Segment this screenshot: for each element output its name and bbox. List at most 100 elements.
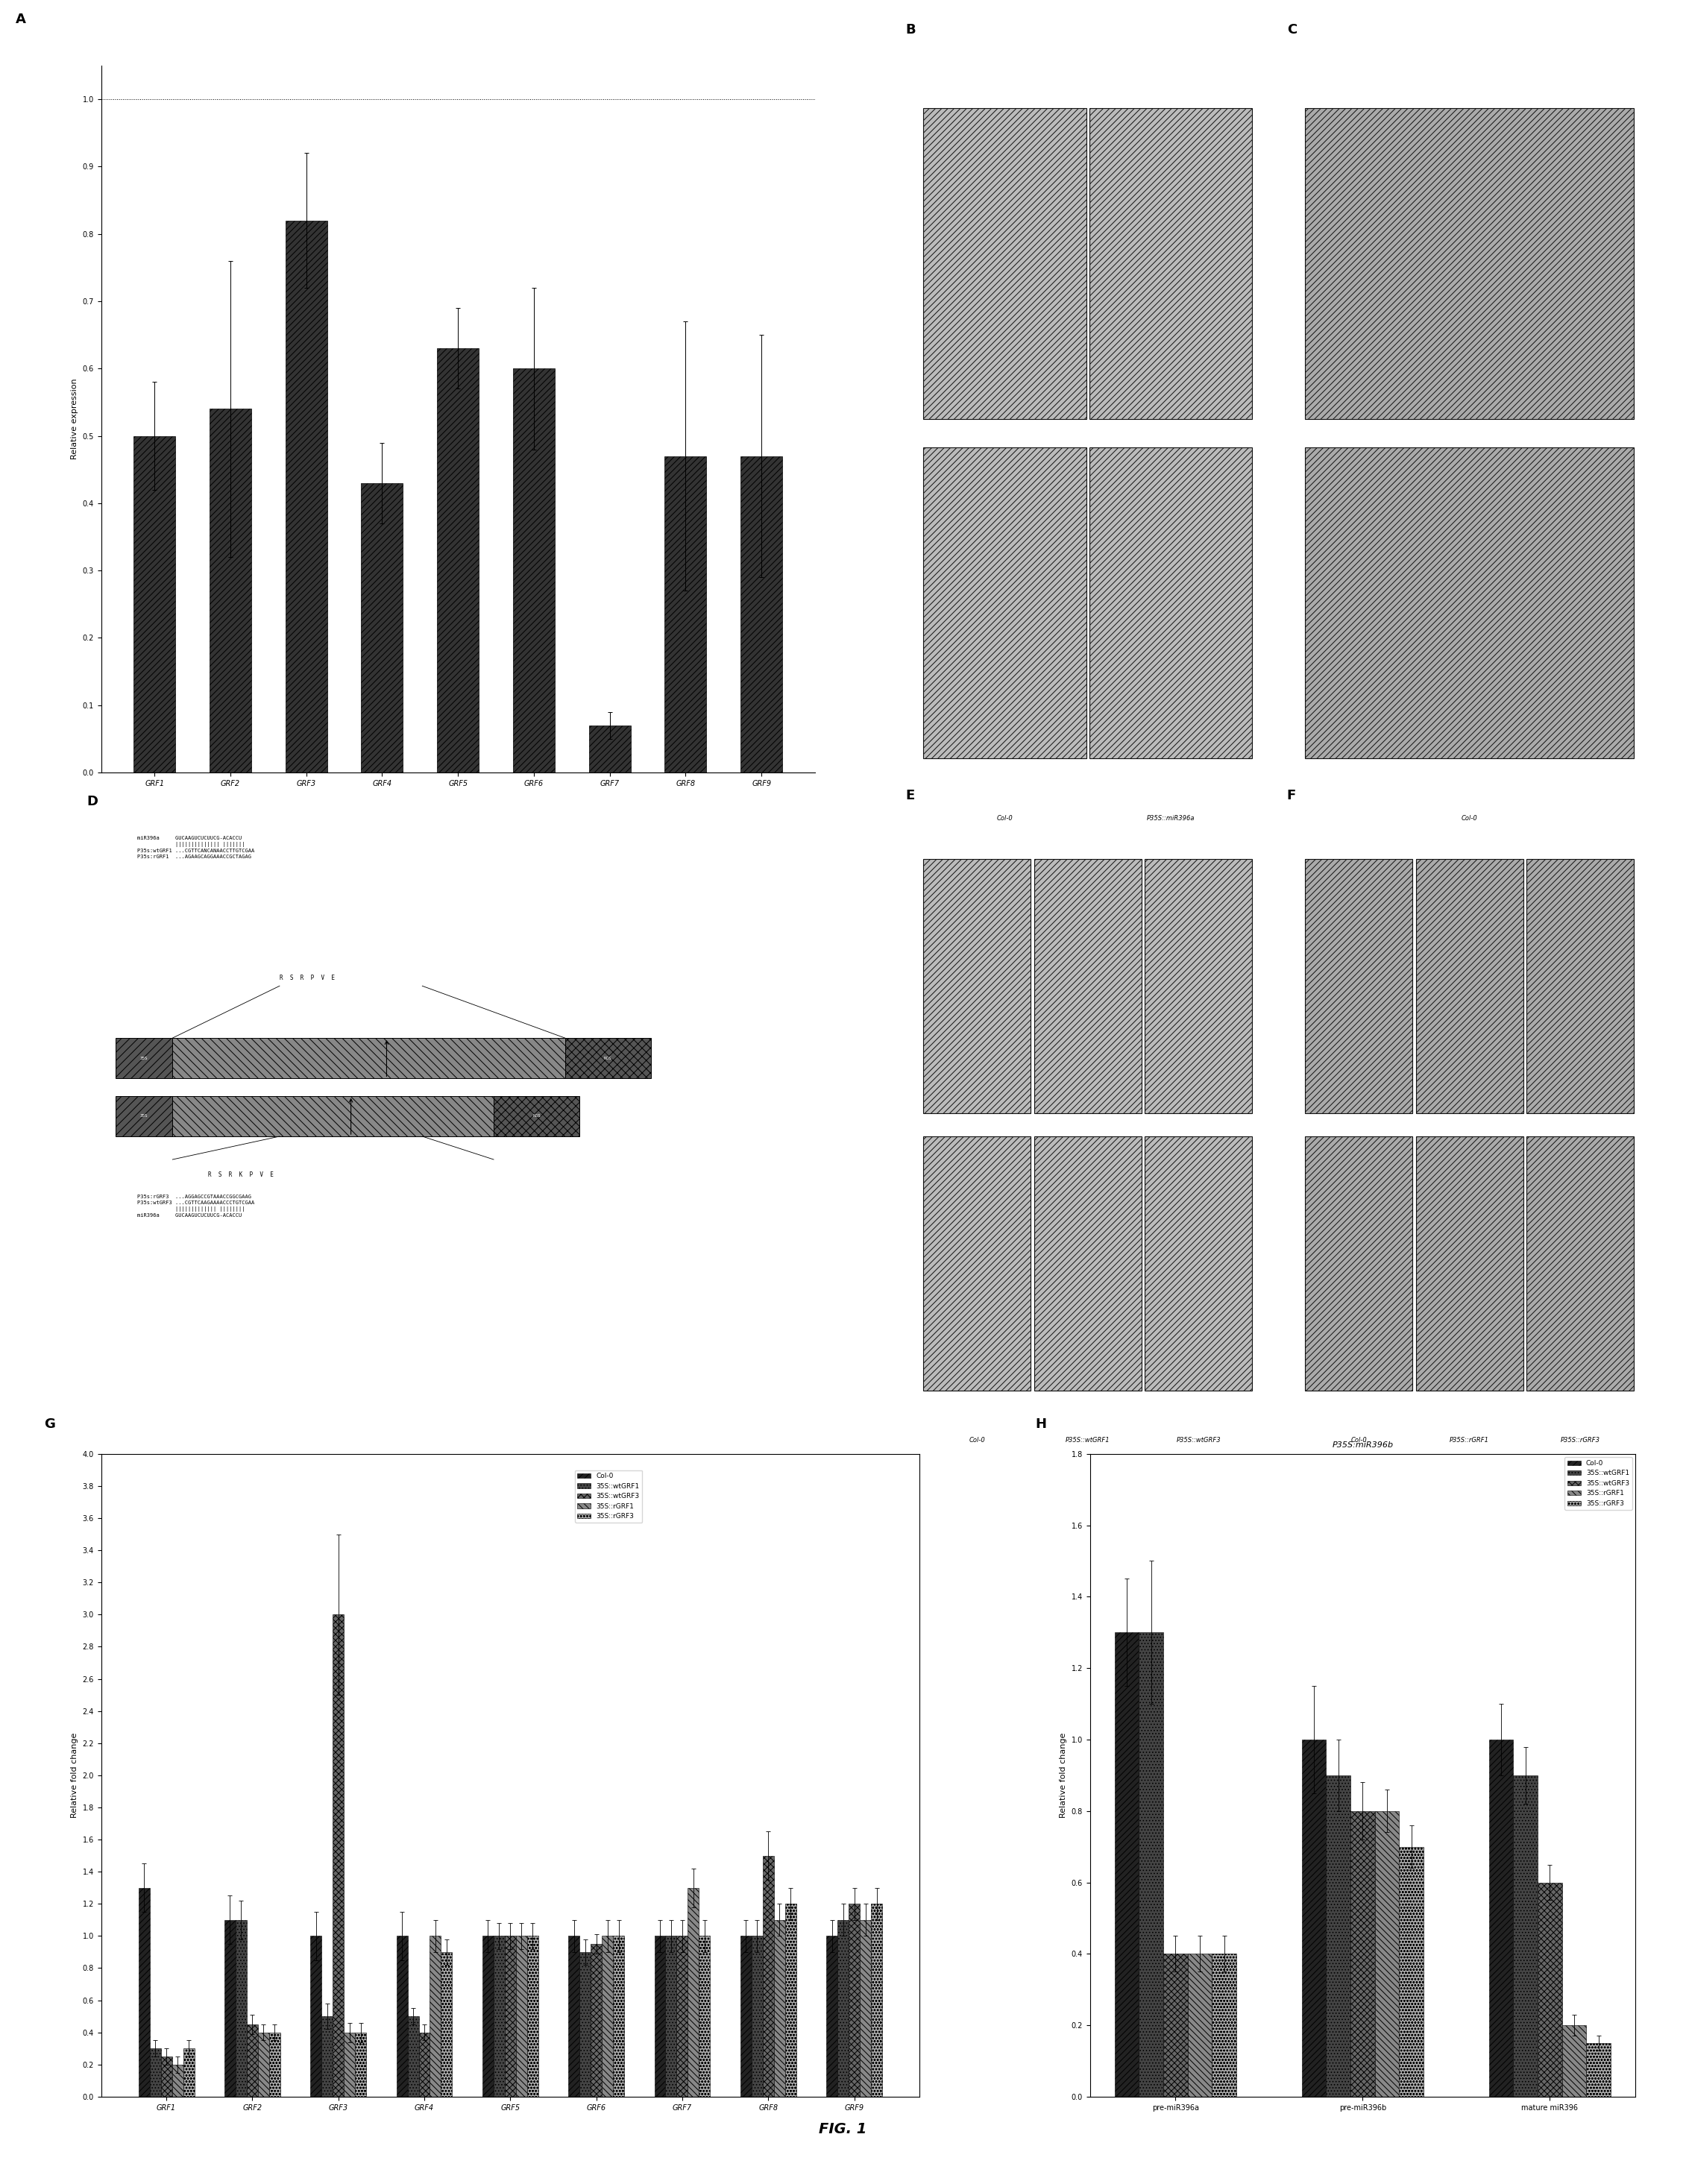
Bar (676, 1935, 688, 2097)
Bar (924, 107, 1086, 419)
Text: C: C (1286, 24, 1297, 37)
Bar (172, 2064, 184, 2097)
Y-axis label: Relative fold change: Relative fold change (71, 1732, 78, 1817)
Bar (614, 1935, 624, 2097)
Bar (1526, 1136, 1634, 1391)
Bar (236, 1920, 246, 2097)
Title: P35S:miR396b: P35S:miR396b (1332, 1441, 1393, 1450)
Bar (1305, 448, 1634, 758)
Bar (1163, 1955, 1187, 2097)
Bar (1305, 858, 1413, 1114)
Bar (418, 2033, 430, 2097)
Bar (752, 1935, 762, 2097)
Text: P35S::wtGRF3: P35S::wtGRF3 (1177, 1437, 1221, 1444)
Bar (848, 1904, 860, 2097)
Bar (664, 456, 706, 773)
Y-axis label: Relative expression: Relative expression (71, 378, 78, 459)
Bar (437, 347, 479, 773)
Text: R  S  R  P  V  E: R S R P V E (280, 974, 336, 981)
Text: P35S::miR396a: P35S::miR396a (1146, 815, 1195, 821)
Text: NOS: NOS (604, 1057, 612, 1059)
Bar (1305, 1136, 1413, 1391)
Y-axis label: Relative fold change: Relative fold change (1059, 1732, 1067, 1817)
Text: P35s:rGRF3  ...AGGAGCCGTAAACCGGCGAAG
P35s:wtGRF3 ...CGTTCAAGAAAACCCTGTCGAA
     : P35s:rGRF3 ...AGGAGCCGTAAACCGGCGAAG P35s… (137, 1195, 255, 1216)
Bar (442, 1952, 452, 2097)
Bar (872, 1904, 882, 2097)
Text: Col-0: Col-0 (1350, 1437, 1367, 1444)
Text: NOS: NOS (533, 1114, 541, 1118)
Bar (322, 2016, 332, 2097)
Bar (224, 1920, 236, 2097)
Text: Col-0: Col-0 (1462, 815, 1477, 821)
Bar (513, 369, 555, 773)
Bar (688, 1887, 700, 2097)
Text: P35S::rGRF3: P35S::rGRF3 (1560, 1437, 1600, 1444)
Text: FIG. 1: FIG. 1 (819, 2123, 867, 2136)
Bar (361, 483, 403, 773)
Text: P35S::wtGRF1: P35S::wtGRF1 (1066, 1437, 1109, 1444)
Bar (356, 2033, 366, 2097)
Bar (1140, 1631, 1163, 2097)
Bar (516, 1935, 528, 2097)
Bar (1350, 1811, 1374, 2097)
Bar (602, 1935, 614, 2097)
Bar (590, 1944, 602, 2097)
Bar (588, 725, 631, 773)
Bar (1374, 1811, 1399, 2097)
Bar (740, 1935, 752, 2097)
Bar (1526, 858, 1634, 1114)
Bar (1212, 1955, 1236, 2097)
Bar (924, 858, 1030, 1114)
Bar (482, 1935, 494, 2097)
Bar (1089, 448, 1253, 758)
Text: G: G (44, 1417, 56, 1431)
Bar (654, 1935, 666, 2097)
Bar (160, 2057, 172, 2097)
Bar (504, 1935, 516, 2097)
Bar (1302, 1738, 1327, 2097)
Bar (1416, 1136, 1522, 1391)
Bar (1399, 1848, 1423, 2097)
Bar (860, 1920, 872, 2097)
Bar (1145, 1136, 1253, 1391)
Bar (258, 2033, 270, 2097)
Bar (494, 1096, 580, 1136)
Bar (133, 437, 175, 773)
Bar (924, 448, 1086, 758)
Bar (115, 1096, 172, 1136)
Bar (310, 1935, 322, 2097)
Bar (1187, 1955, 1212, 2097)
Bar (1538, 1883, 1561, 2097)
Bar (1514, 1776, 1538, 2097)
Text: Col-0: Col-0 (969, 1437, 985, 1444)
Bar (396, 1935, 408, 2097)
Bar (774, 1920, 786, 2097)
Bar (344, 2033, 356, 2097)
Text: R  S  R  K  P  V  E: R S R K P V E (207, 1171, 273, 1177)
Bar (1145, 858, 1253, 1114)
Bar (1587, 2042, 1610, 2097)
Text: Col-0: Col-0 (996, 815, 1013, 821)
Text: 35S: 35S (140, 1114, 148, 1118)
Legend: Col-0, 35S::wtGRF1, 35S::wtGRF3, 35S::rGRF1, 35S::rGRF3: Col-0, 35S::wtGRF1, 35S::wtGRF3, 35S::rG… (1565, 1457, 1632, 1509)
Bar (528, 1935, 538, 2097)
Text: A: A (15, 13, 25, 26)
Text: F: F (1286, 788, 1297, 804)
Text: 35S: 35S (140, 1057, 148, 1059)
Bar (494, 1935, 504, 2097)
Bar (332, 1614, 344, 2097)
Bar (246, 2025, 258, 2097)
Bar (138, 1887, 150, 2097)
Bar (1561, 2025, 1587, 2097)
Bar (666, 1935, 676, 2097)
Text: D: D (88, 795, 98, 808)
Bar (1034, 1136, 1141, 1391)
Bar (150, 2049, 160, 2097)
Bar (762, 1856, 774, 2097)
Bar (568, 1935, 580, 2097)
Bar (565, 1037, 651, 1079)
Bar (580, 1952, 590, 2097)
Bar (838, 1920, 848, 2097)
Bar (430, 1935, 442, 2097)
Bar (172, 1096, 494, 1136)
